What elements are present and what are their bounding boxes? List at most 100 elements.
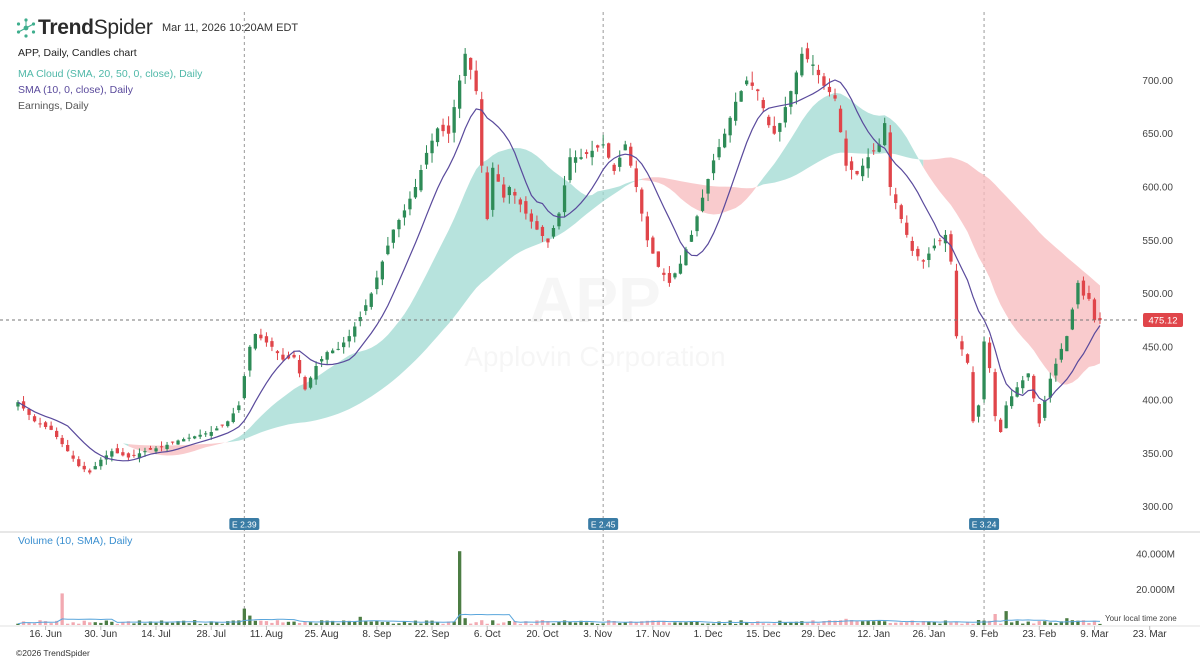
volume-bar [877, 620, 881, 625]
volume-bar [1043, 621, 1047, 625]
candle-body [226, 421, 230, 427]
price-tick-label: 450.00 [1142, 342, 1173, 353]
candle-body [877, 144, 881, 152]
volume-bar [1076, 620, 1080, 625]
volume-bar [855, 621, 859, 625]
candle-body [413, 187, 418, 198]
volume-bar [551, 623, 556, 625]
volume-bar [645, 620, 649, 625]
volume-bar [413, 620, 418, 625]
volume-bar [916, 623, 920, 625]
time-tick-label: 3. Nov [583, 629, 612, 640]
earnings-tag-label: E 3.24 [972, 520, 997, 530]
legend-ma-cloud[interactable]: MA Cloud (SMA, 20, 50, 0, close), Daily [18, 68, 203, 80]
candle-body [805, 48, 810, 60]
candle-body [93, 466, 97, 470]
candle-body [927, 253, 931, 260]
volume-bar [430, 620, 434, 625]
volume-bar [126, 621, 131, 625]
candle-body [899, 205, 903, 219]
candle-body [783, 107, 787, 123]
candle-body [734, 101, 738, 121]
volume-title[interactable]: Volume (10, SMA), Daily [18, 535, 133, 547]
volume-bar [805, 622, 810, 625]
candle-body [1043, 401, 1047, 418]
legend-sma[interactable]: SMA (10, 0, close), Daily [18, 84, 133, 96]
volume-bar [480, 620, 484, 625]
volume-bar [253, 620, 257, 625]
volume-bar [99, 622, 103, 625]
volume-bar [397, 623, 401, 625]
time-tick-label: 14. Jul [141, 629, 170, 640]
volume-bar [308, 622, 313, 625]
volume-bar [1087, 623, 1091, 625]
candle-body [88, 470, 92, 473]
candle-body [154, 448, 158, 452]
volume-bar [275, 620, 280, 625]
volume-bar [325, 620, 329, 625]
volume-bar [121, 622, 125, 625]
candle-body [1054, 363, 1058, 376]
volume-bar [634, 622, 638, 625]
candle-body [215, 428, 219, 431]
candle-body [375, 277, 379, 290]
volume-bar [734, 623, 738, 625]
volume-bar [496, 623, 500, 625]
candle-body [264, 336, 269, 343]
candle-body [143, 451, 147, 453]
candle-body [77, 459, 81, 467]
volume-bar [21, 621, 26, 625]
candle-body [430, 140, 434, 154]
candle-body [380, 261, 384, 280]
legend-earnings[interactable]: Earnings, Daily [18, 100, 89, 112]
volume-bar [154, 622, 158, 625]
volume-bar [375, 620, 379, 625]
volume-bar [899, 622, 903, 625]
volume-bar [165, 622, 169, 625]
candle-body [170, 441, 175, 443]
volume-bar [469, 623, 473, 625]
candle-body [723, 133, 727, 148]
candle-body [949, 234, 953, 262]
volume-bar [270, 622, 274, 625]
candle-body [872, 150, 876, 152]
legend-main[interactable]: APP, Daily, Candles chart [18, 47, 137, 59]
volume-bar [529, 623, 533, 625]
timezone-label: Your local time zone [1105, 614, 1177, 623]
candle-body [640, 189, 644, 214]
volume-bar [584, 622, 589, 625]
volume-bar [838, 620, 843, 625]
volume-bar [237, 620, 241, 625]
candle-body [667, 273, 672, 283]
volume-bar [474, 622, 478, 625]
candle-body [562, 185, 567, 213]
candle-body [270, 341, 274, 347]
candle-body [248, 346, 252, 371]
volume-bar [656, 620, 660, 625]
candle-body [656, 251, 660, 267]
candle-body [844, 138, 848, 166]
volume-bar [1037, 621, 1041, 625]
volume-bar [386, 621, 390, 625]
candle-body [789, 91, 793, 107]
volume-bar [745, 622, 749, 625]
candle-body [386, 245, 390, 255]
candle-body [557, 213, 561, 227]
brand-light: Spider [93, 16, 153, 39]
volume-bar [618, 623, 622, 625]
candle-body [121, 452, 125, 456]
volume-bar [458, 551, 462, 625]
volume-bar [347, 620, 351, 625]
volume-bar [987, 620, 992, 625]
candle-body [607, 143, 611, 158]
candle-body [1021, 380, 1025, 389]
candle-body [711, 160, 716, 174]
volume-bar [502, 622, 506, 625]
volume-bar [281, 622, 285, 625]
candle-body [800, 53, 804, 76]
candle-body [1087, 293, 1091, 299]
price-tick-label: 350.00 [1142, 449, 1173, 460]
candle-body [540, 226, 545, 236]
volume-bar [220, 623, 224, 625]
